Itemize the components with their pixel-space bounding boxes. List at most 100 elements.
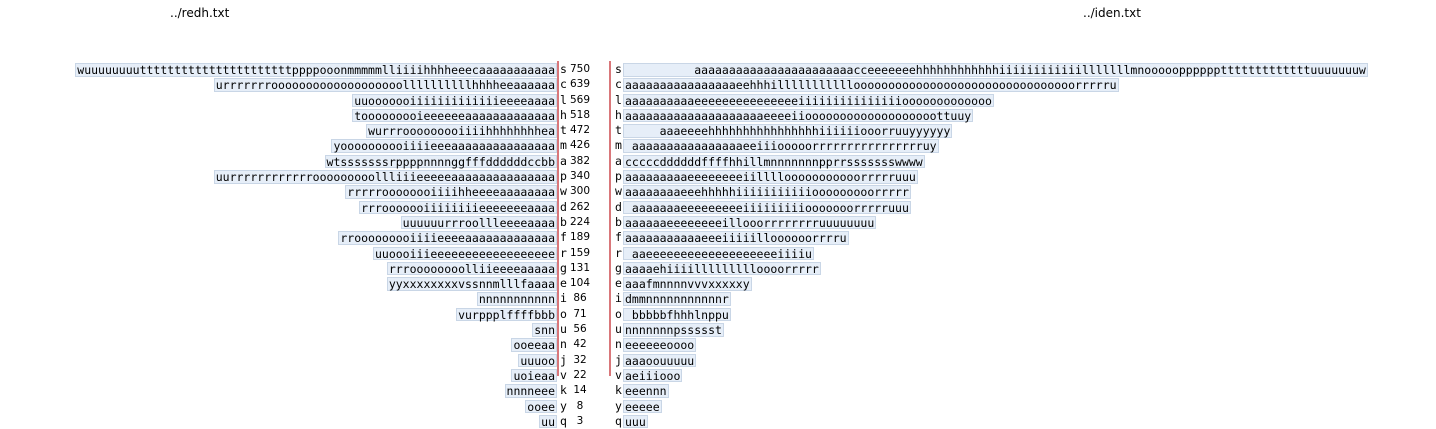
right-neighbor-string: eeeee <box>623 399 662 414</box>
letter-row: rrrooooooiiiiiiiieeeeeeeaaaa d 262 d aaaaaa… <box>0 200 1436 215</box>
row-count: 300 <box>570 185 591 198</box>
left-neighbor-string: ooeeaa <box>511 338 557 353</box>
right-neighbor-string: aaaaaaaaaaaaaaaaeehhhilllllllllllooooooo… <box>623 78 1119 93</box>
row-letter-right: a <box>615 153 622 168</box>
letter-row: wtsssssssrppppnnnnggfffddddddccbb a 382 a cc… <box>0 154 1436 169</box>
row-letter-left: r <box>560 245 567 260</box>
row-count: 224 <box>570 215 591 228</box>
right-neighbor-string: aaaeeeehhhhhhhhhhhhhhhhiiiiiiooorruuyyyy… <box>623 124 953 139</box>
row-count: 71 <box>570 307 587 320</box>
row-letter-right: e <box>615 276 622 291</box>
row-letter-left: a <box>560 153 567 168</box>
left-neighbor-string: ooee <box>525 399 557 414</box>
left-neighbor-string: rrooooooooiiiieeeeaaaaaaaaaaaaa <box>338 231 557 246</box>
left-neighbor-string: nnnnnnnnnnn <box>476 292 557 307</box>
letter-row: uuuoo j 32 j aaaoouuuuu <box>0 353 1436 368</box>
row-letter-right: p <box>615 169 622 184</box>
row-letter-left: j <box>560 352 567 367</box>
row-letter-right: j <box>615 352 622 367</box>
row-count: 131 <box>570 261 591 274</box>
letter-row: snn u 56 u nnnnnnnpssssst <box>0 322 1436 337</box>
row-letter-left: v <box>560 367 567 382</box>
right-neighbor-string: aaaaaaaaaaeeeeeeeeeeeeeeeiiiiiiiiiiiiiii… <box>623 93 994 108</box>
row-letter-left: w <box>560 184 567 199</box>
left-neighbor-string: vurppplffffbbb <box>456 307 557 322</box>
row-letter-left: i <box>560 291 567 306</box>
right-neighbor-string: aaaoouuuuu <box>623 353 697 368</box>
row-letter-right: o <box>615 306 622 321</box>
row-letter-left: l <box>560 92 567 107</box>
right-neighbor-string: aaaaaaaaaaaeeeiiiiilloooooorrrru <box>623 231 849 246</box>
right-neighbor-string: aaaaaaaeeeeeeeeeiiiiiiiiiooooooorrrrruuu <box>623 200 911 215</box>
row-letter-left: q <box>560 413 567 428</box>
left-neighbor-string: yoooooooooiiiieeeaaaaaaaaaaaaaaa <box>331 139 557 154</box>
row-count: 639 <box>570 78 591 91</box>
letter-row: urrrrrrrooooooooooooooooooollllllllllhhh… <box>0 77 1436 92</box>
left-neighbor-string: uuoooiiieeeeeeeeeeeeeeeeee <box>372 246 557 261</box>
letter-rows: wuuuuuuuuttttttttttttttttttttttppppooonm… <box>0 62 1436 429</box>
row-letter-right: m <box>615 138 622 153</box>
right-neighbor-string: aaaaaaaaeeehhhhhiiiiiiiiiiiooooooooorrrr… <box>623 185 911 200</box>
row-letter-left: m <box>560 138 567 153</box>
row-letter-left: c <box>560 77 567 92</box>
left-divider-line <box>557 61 559 376</box>
row-letter-left: p <box>560 169 567 184</box>
right-neighbor-string: aaeeeeeeeeeeeeeeeeeeeiiiiu <box>623 246 814 261</box>
row-count: 518 <box>570 108 591 121</box>
row-letter-left: b <box>560 214 567 229</box>
row-letter-right: t <box>615 123 622 138</box>
right-neighbor-string: aaafmnnnnvvvxxxxxy <box>623 277 752 292</box>
letter-row: uoieaa v 22 v aeiiiooo <box>0 368 1436 383</box>
letter-row: wuuuuuuuuttttttttttttttttttttttppppooonm… <box>0 62 1436 77</box>
row-letter-left: d <box>560 199 567 214</box>
right-neighbor-string: aaaaaaaaaaaaaaaaaaaaeeeeiioooooooooooooo… <box>623 108 974 123</box>
row-count: 22 <box>570 368 587 381</box>
left-neighbor-string: wurrrooooooooiiiihhhhhhhhea <box>366 124 557 139</box>
letter-row: ooeeaa n 42 n eeeeeeoooo <box>0 337 1436 352</box>
row-count: 42 <box>570 338 587 351</box>
letter-row: rrroooooooolliieeeeaaaaa g 131 g aaaaehiiiil… <box>0 261 1436 276</box>
row-letter-right: n <box>615 337 622 352</box>
left-neighbor-string: wuuuuuuuuttttttttttttttttttttttppppooonm… <box>75 63 557 77</box>
letter-row: rrooooooooiiiieeeeaaaaaaaaaaaaa f 189 f aaaa… <box>0 230 1436 245</box>
right-neighbor-string: nnnnnnnpssssst <box>623 323 724 338</box>
letter-row: nnnnnnnnnnn i 86 i dmmnnnnnnnnnnnr <box>0 291 1436 306</box>
right-neighbor-string: dmmnnnnnnnnnnnr <box>623 292 731 307</box>
right-divider-line <box>609 61 611 376</box>
letter-row: nnnneee k 14 k eeennn <box>0 383 1436 398</box>
row-letter-right: s <box>615 62 622 76</box>
row-letter-right: f <box>615 230 622 245</box>
row-count: 426 <box>570 139 591 152</box>
row-count: 32 <box>570 353 587 366</box>
row-letter-right: k <box>615 383 622 398</box>
row-count: 569 <box>570 93 591 106</box>
letter-row: wurrrooooooooiiiihhhhhhhhea t 472 t aaaeeee… <box>0 123 1436 138</box>
letter-row: uu q 3 q uuu <box>0 414 1436 429</box>
row-count: 382 <box>570 154 591 167</box>
left-file-title: ../redh.txt <box>170 6 230 20</box>
left-neighbor-string: uurrrrrrrrrrrrooooooooollliiieeeeeaaaaaa… <box>213 170 557 185</box>
row-letter-right: w <box>615 184 622 199</box>
row-count: 159 <box>570 246 591 259</box>
left-neighbor-string: uu <box>539 414 557 429</box>
left-neighbor-string: rrrrroooooooiiiihheeeeaaaaaaaa <box>345 185 557 200</box>
row-count: 14 <box>570 384 587 397</box>
row-letter-right: v <box>615 367 622 382</box>
right-neighbor-string: aaaaaaaaaeeeeeeeeiillllooooooooooorrrrru… <box>623 170 918 185</box>
row-letter-left: f <box>560 230 567 245</box>
row-letter-left: g <box>560 260 567 275</box>
row-count: 56 <box>570 323 587 336</box>
left-neighbor-string: snn <box>532 323 557 338</box>
row-letter-right: i <box>615 291 622 306</box>
row-count: 3 <box>570 414 584 427</box>
left-neighbor-string: uuuuuurrroollleeeeaaaa <box>400 215 557 230</box>
row-count: 86 <box>570 292 587 305</box>
row-letter-right: r <box>615 245 622 260</box>
left-neighbor-string: wtsssssssrppppnnnnggfffddddddccbb <box>324 154 557 169</box>
left-neighbor-string: uoieaa <box>511 368 557 383</box>
row-letter-right: y <box>615 398 622 413</box>
row-letter-right: c <box>615 77 622 92</box>
row-count: 189 <box>570 231 591 244</box>
row-letter-left: n <box>560 337 567 352</box>
row-letter-left: u <box>560 322 567 337</box>
